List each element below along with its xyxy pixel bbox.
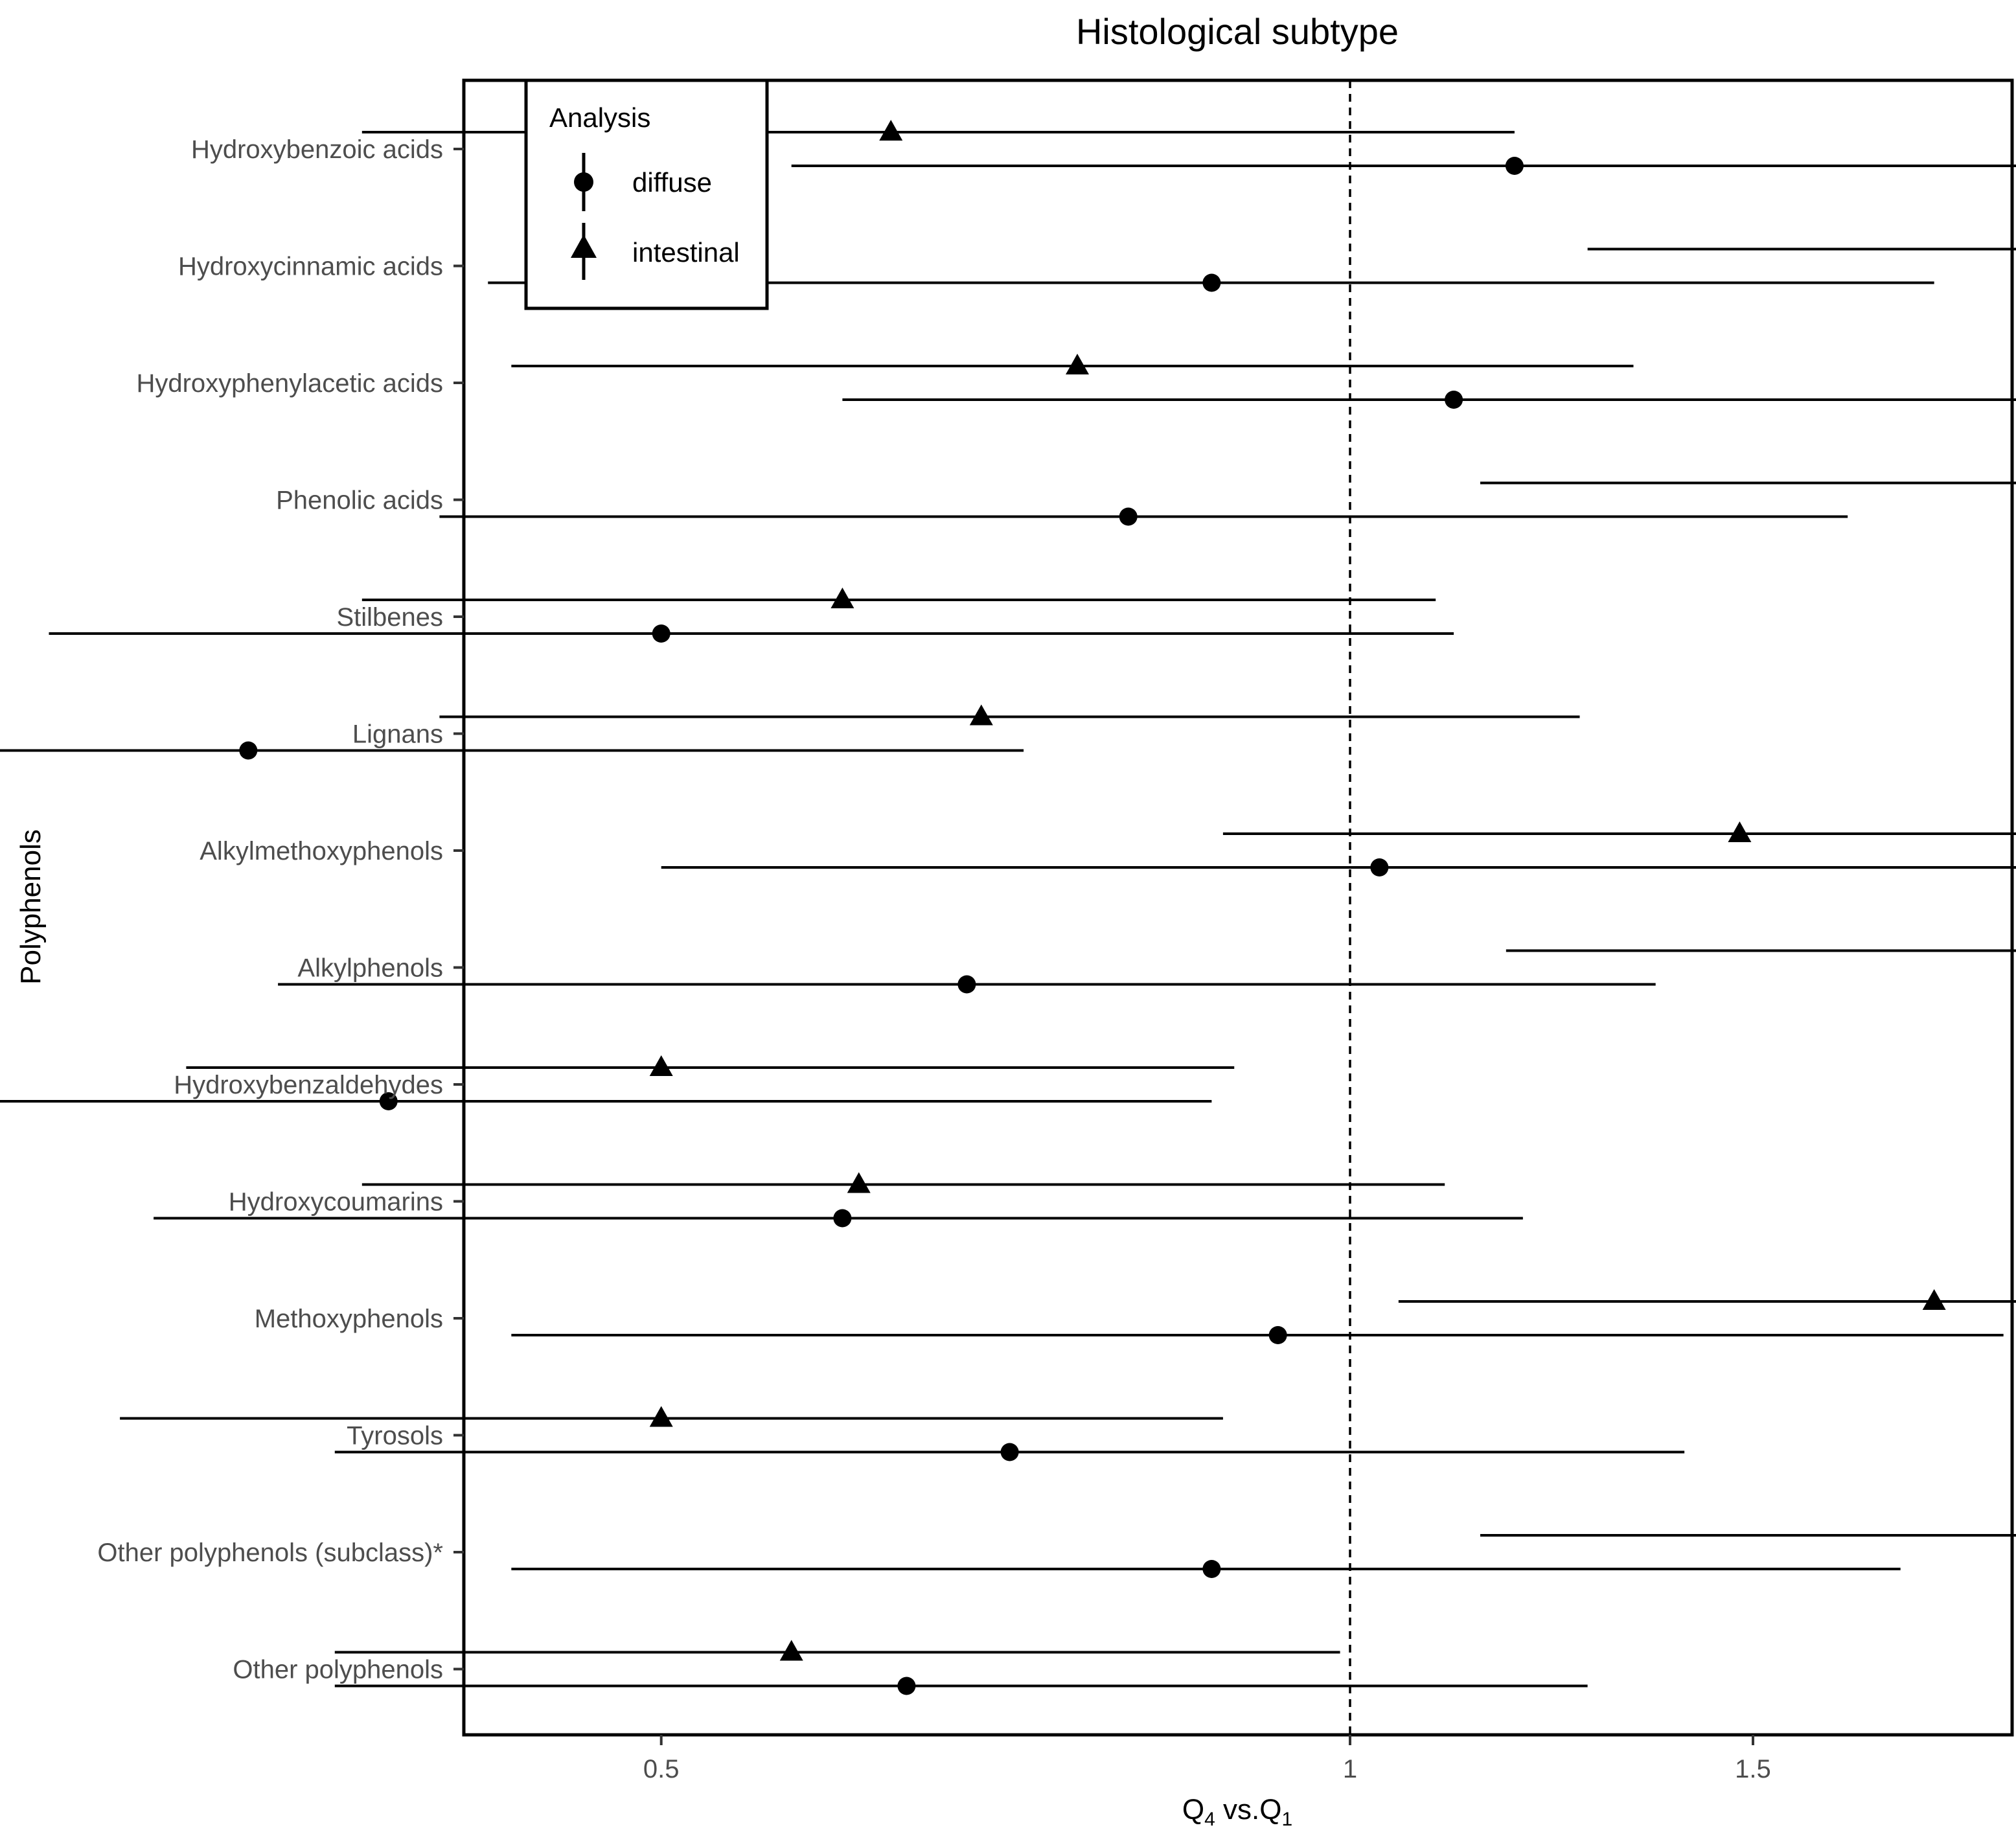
- plot-panel-border: [462, 78, 2014, 1737]
- y-tick-label-hydroxycinnamic-acids: Hydroxycinnamic acids: [178, 253, 443, 281]
- point-diffuse-hydroxycinnamic-acids: [1202, 273, 1221, 292]
- point-diffuse-hydroxybenzaldehydes: [379, 1092, 398, 1110]
- y-tick-label-hydroxybenzoic-acids: Hydroxybenzoic acids: [191, 135, 443, 164]
- point-diffuse-stilbenes: [652, 624, 670, 643]
- point-diffuse-alkylmethoxyphenols: [1370, 858, 1389, 876]
- chart-title: Histological subtype: [1076, 11, 1399, 52]
- x-tick-label: 1: [1343, 1755, 1357, 1783]
- y-tick-label-hydroxycoumarins: Hydroxycoumarins: [229, 1188, 443, 1217]
- y-tick-label-hydroxybenzaldehydes: Hydroxybenzaldehydes: [174, 1071, 443, 1099]
- point-diffuse-lignans: [239, 741, 258, 760]
- y-tick-label-methoxyphenols: Methoxyphenols: [255, 1305, 443, 1333]
- point-intestinal-hydroxyphenylacetic-acids: [1066, 354, 1090, 374]
- point-diffuse-hydroxybenzoic-acids: [1505, 157, 1524, 175]
- point-diffuse-phenolic-acids: [1119, 507, 1138, 526]
- y-tick-label-lignans: Lignans: [352, 720, 443, 749]
- legend-label-intestinal: intestinal: [632, 237, 740, 268]
- point-diffuse-hydroxycoumarins: [833, 1209, 852, 1228]
- legend-box: [524, 78, 769, 310]
- point-diffuse-other-polyphenols-subclass: [1202, 1560, 1221, 1578]
- point-diffuse-alkylphenols: [957, 975, 976, 994]
- y-tick-label-hydroxyphenylacetic-acids: Hydroxyphenylacetic acids: [136, 369, 443, 398]
- y-tick-label-other-polyphenols: Other polyphenols: [233, 1656, 443, 1684]
- legend-title: Analysis: [549, 102, 650, 133]
- legend-key-intestinal: [571, 223, 597, 280]
- point-diffuse-methoxyphenols: [1268, 1326, 1287, 1344]
- x-axis-title-q4: Q: [1182, 1794, 1204, 1826]
- y-axis-title: Polyphenols: [15, 829, 47, 985]
- point-intestinal-hydroxybenzoic-acids: [879, 120, 903, 141]
- point-intestinal-other-polyphenols: [779, 1640, 803, 1661]
- point-diffuse-other-polyphenols: [897, 1677, 916, 1695]
- point-diffuse-hydroxyphenylacetic-acids: [1445, 391, 1463, 409]
- plot-area: [0, 80, 2016, 1735]
- point-intestinal-hydroxycoumarins: [847, 1172, 871, 1193]
- y-tick-label-alkylphenols: Alkylphenols: [297, 954, 443, 983]
- legend: Analysis diffuse intestinal: [524, 78, 769, 310]
- point-intestinal-tyrosols: [649, 1406, 673, 1427]
- y-tick-label-alkylmethoxyphenols: Alkylmethoxyphenols: [200, 837, 443, 865]
- y-tick-label-phenolic-acids: Phenolic acids: [276, 487, 443, 515]
- point-intestinal-alkylmethoxyphenols: [1728, 821, 1752, 842]
- x-tick-label: 1.5: [1735, 1755, 1771, 1783]
- point-intestinal-hydroxybenzaldehydes: [649, 1055, 673, 1076]
- legend-key-diffuse: [574, 153, 593, 211]
- point-intestinal-stilbenes: [830, 588, 854, 608]
- point-diffuse-tyrosols: [1000, 1443, 1019, 1461]
- y-tick-label-other-polyphenols-subclass: Other polyphenols (subclass)*: [97, 1539, 443, 1567]
- legend-label-diffuse: diffuse: [632, 167, 712, 198]
- x-axis-title-vs: vs.Q: [1215, 1794, 1282, 1826]
- y-tick-label-stilbenes: Stilbenes: [336, 603, 443, 632]
- x-tick-label: 0.5: [643, 1755, 680, 1783]
- x-axis-title-sub1: 1: [1281, 1809, 1292, 1830]
- x-axis-title: Q4 vs.Q1: [1182, 1794, 1292, 1830]
- y-tick-label-tyrosols: Tyrosols: [347, 1422, 443, 1450]
- point-intestinal-lignans: [969, 704, 993, 726]
- x-axis-title-sub4: 4: [1204, 1809, 1215, 1830]
- point-intestinal-methoxyphenols: [1922, 1289, 1946, 1310]
